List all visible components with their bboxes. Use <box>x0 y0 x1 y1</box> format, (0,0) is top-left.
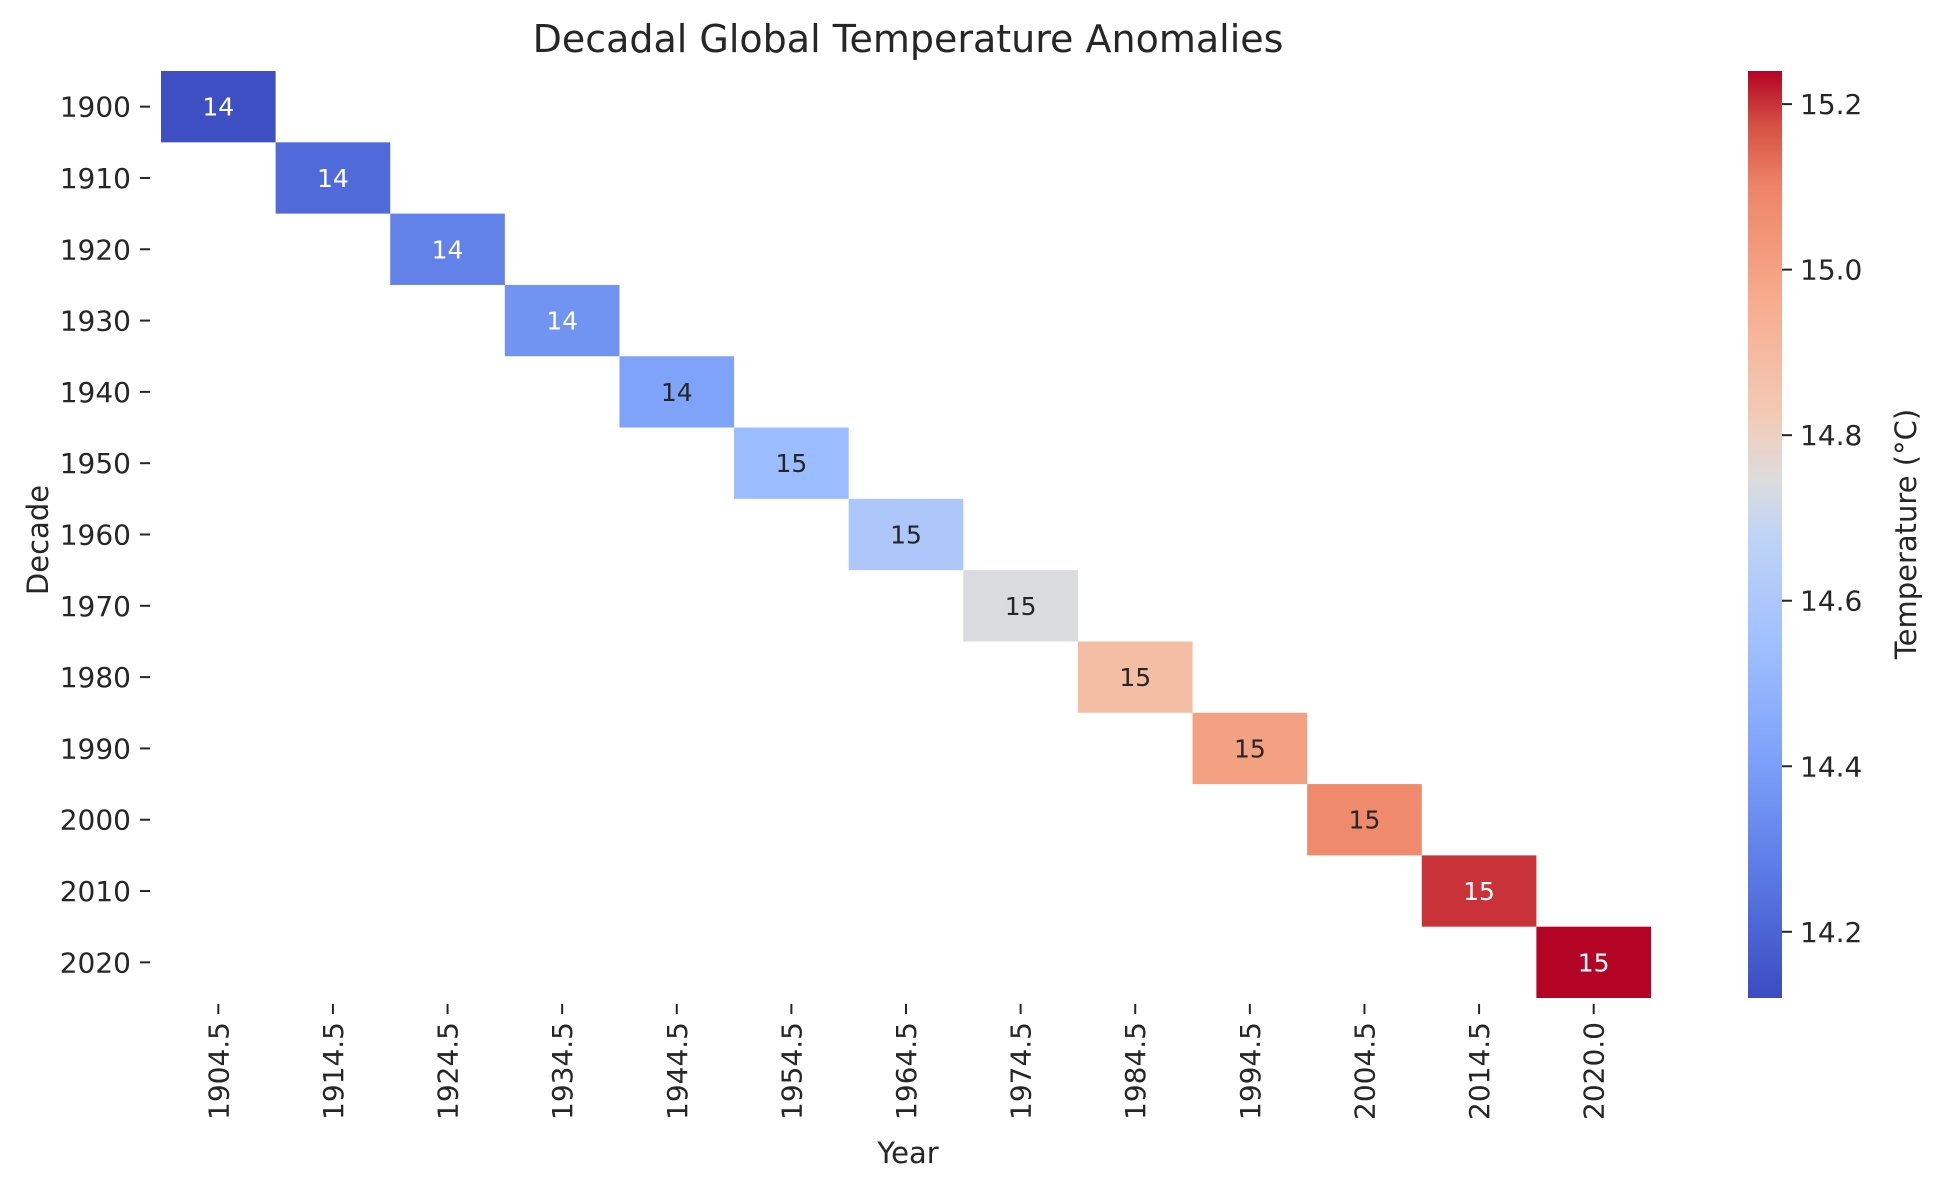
cell-value-label: 14 <box>661 378 693 407</box>
y-tick-label: 1990 <box>60 732 131 765</box>
y-axis-ticks: 1900 1910 1920 1930 1940 1950 1960 1970 1980 1990… <box>60 91 150 979</box>
heatmap-cell <box>1307 784 1422 856</box>
heatmap-cell <box>1192 712 1308 785</box>
heatmap-cell <box>1536 926 1651 998</box>
x-axis-ticks: 1904.5 1914.5 1924.5 1934.5 1944.5 1954.5 1964… <box>202 1004 1611 1120</box>
heatmap-cell <box>161 71 276 143</box>
x-tick-label: 1914.5 <box>317 1022 350 1120</box>
heatmap-cell <box>963 570 1078 642</box>
heatmap-cell <box>275 142 391 214</box>
cell-value-label: 14 <box>546 307 578 336</box>
cell-value-label: 14 <box>432 235 464 264</box>
y-tick-label: 1910 <box>60 162 131 195</box>
colorbar-tick-label: 14.4 <box>1800 750 1862 783</box>
cell-value-label: 15 <box>1578 948 1610 977</box>
x-tick-label: 1924.5 <box>432 1022 465 1120</box>
heatmap-cell <box>1421 855 1537 927</box>
colorbar-tick-label: 15.0 <box>1800 254 1862 287</box>
heatmap-cell <box>619 356 735 428</box>
x-axis-label: Year <box>876 1136 938 1170</box>
x-tick-label: 2020.0 <box>1578 1022 1611 1120</box>
x-tick-label: 1964.5 <box>890 1022 923 1120</box>
x-tick-label: 1934.5 <box>546 1022 579 1120</box>
y-tick-label: 1930 <box>60 305 131 338</box>
heatmap-cell <box>1077 641 1193 713</box>
cell-value-label: 14 <box>202 93 234 122</box>
x-tick-label: 2014.5 <box>1463 1022 1496 1120</box>
colorbar-tick-label: 14.2 <box>1800 916 1862 949</box>
y-tick-label: 1960 <box>60 519 131 552</box>
cell-value-label: 14 <box>317 164 349 193</box>
heatmap-cell <box>848 498 964 571</box>
cell-value-label: 15 <box>775 449 807 478</box>
y-tick-label: 1920 <box>60 233 131 266</box>
x-tick-label: 1974.5 <box>1005 1022 1038 1120</box>
cell-value-label: 15 <box>1349 806 1381 835</box>
cell-value-label: 15 <box>1005 592 1037 621</box>
x-tick-label: 2004.5 <box>1348 1022 1381 1120</box>
colorbar-tick-label: 15.2 <box>1800 88 1862 121</box>
chart-title: Decadal Global Temperature Anomalies <box>533 17 1284 61</box>
y-tick-label: 2020 <box>60 946 131 979</box>
cell-value-label: 15 <box>1119 663 1151 692</box>
y-tick-label: 1980 <box>60 661 131 694</box>
y-tick-label: 1950 <box>60 447 131 480</box>
cell-value-label: 15 <box>1234 734 1266 763</box>
colorbar-label: Temperature (°C) <box>1889 409 1923 660</box>
colorbar-tick-label: 14.6 <box>1800 585 1862 618</box>
y-tick-label: 1900 <box>60 91 131 124</box>
x-tick-label: 1994.5 <box>1234 1022 1267 1120</box>
y-tick-label: 1970 <box>60 590 131 623</box>
x-tick-label: 1904.5 <box>202 1022 235 1120</box>
x-tick-label: 1984.5 <box>1119 1022 1152 1120</box>
colorbar <box>1748 71 1782 998</box>
y-tick-label: 2000 <box>60 804 131 837</box>
x-tick-label: 1954.5 <box>775 1022 808 1120</box>
heatmap-cells: 14 14 14 14 14 15 15 15 15 15 15 15 15 <box>161 71 1651 998</box>
heatmap-cell <box>734 427 849 499</box>
colorbar-tick-label: 14.8 <box>1800 419 1862 452</box>
cell-value-label: 15 <box>1463 877 1495 906</box>
y-tick-label: 2010 <box>60 875 131 908</box>
heatmap-cell <box>504 284 620 357</box>
heatmap-cell <box>390 213 505 285</box>
y-axis-label: Decade <box>21 485 55 595</box>
x-tick-label: 1944.5 <box>661 1022 694 1120</box>
colorbar-ticks: 14.2 14.4 14.6 14.8 15.0 15.2 <box>1782 88 1862 949</box>
cell-value-label: 15 <box>890 521 922 550</box>
y-tick-label: 1940 <box>60 376 131 409</box>
